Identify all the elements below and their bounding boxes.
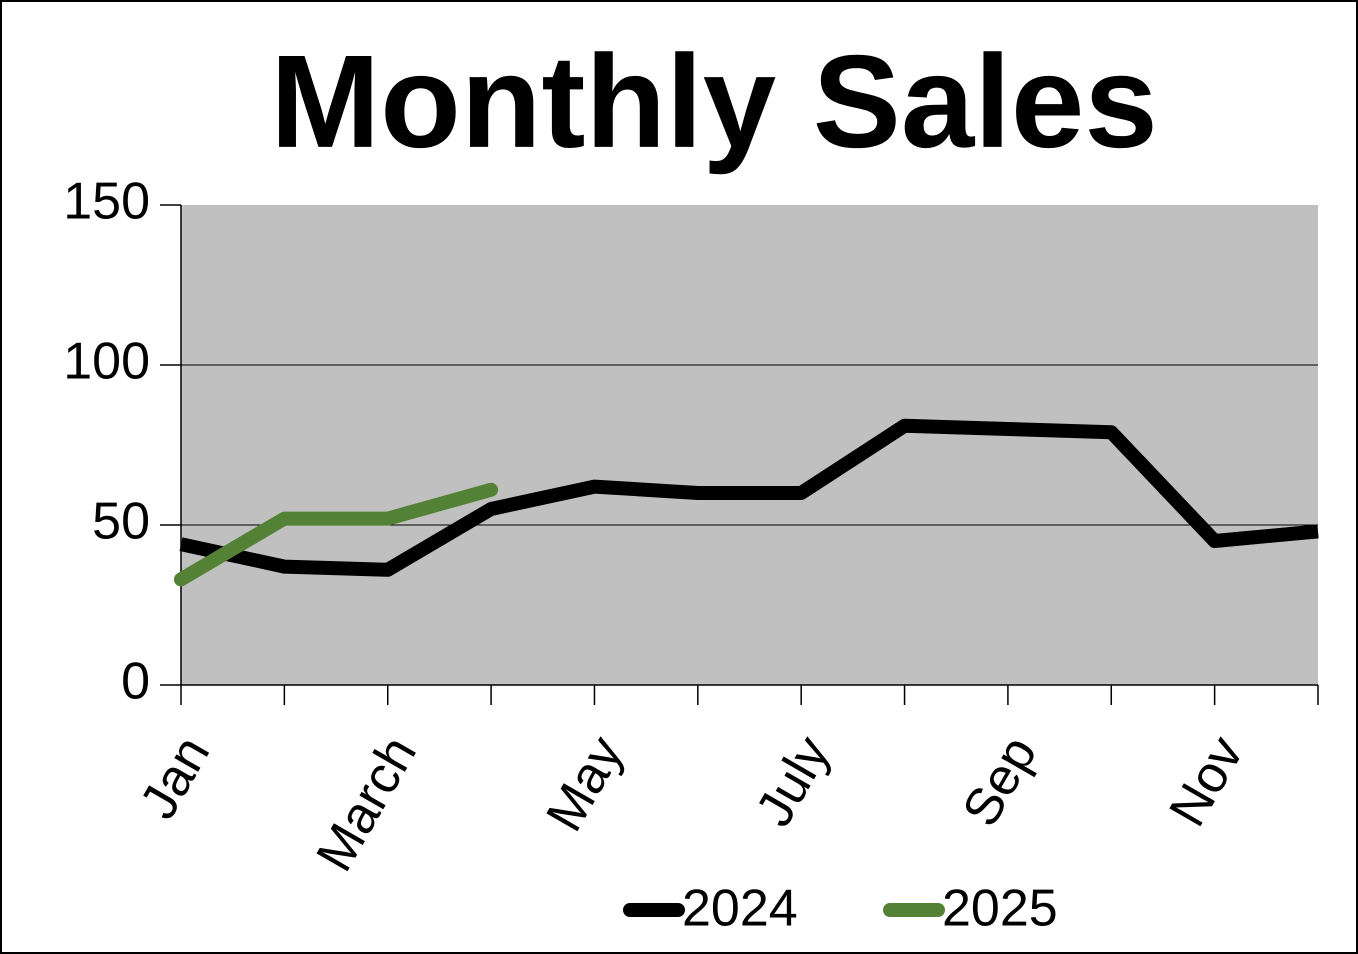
plot-area [181,205,1318,685]
chart-title: Monthly Sales [270,28,1158,175]
series-line [174,482,499,587]
y-tick-label: 100 [63,333,150,391]
legend-label: 2024 [682,880,798,938]
y-tick-label: 150 [63,173,150,231]
legend-label: 2025 [942,880,1058,938]
series-line [179,418,1319,577]
y-tick-label: 50 [92,493,150,551]
y-tick-label: 0 [121,653,150,711]
